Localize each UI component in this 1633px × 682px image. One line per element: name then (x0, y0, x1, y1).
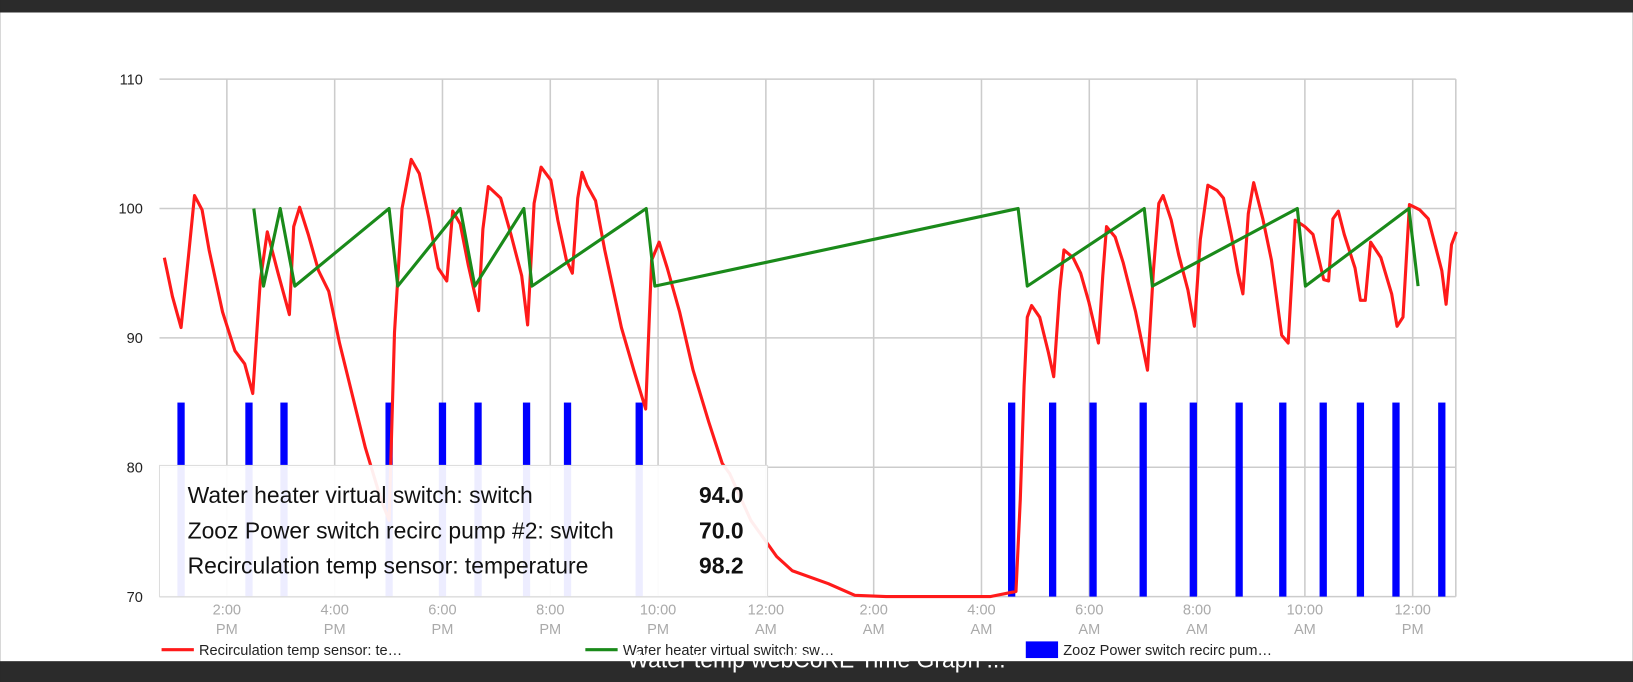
x-tick-label: 10:00 PM (640, 602, 676, 638)
x-tick-label: 8:00 PM (536, 602, 564, 638)
y-tick-label: 80 (127, 460, 143, 476)
legend-label: Water heater virtual switch: sw… (623, 643, 834, 659)
tooltip-value: 98.2 (699, 553, 744, 579)
bar (1356, 402, 1365, 597)
legend-label: Zooz Power switch recirc pum… (1063, 643, 1272, 659)
legend-swatch (1025, 641, 1059, 659)
tooltip-label: Recirculation temp sensor: temperature (188, 553, 589, 579)
tooltip-box (158, 464, 769, 598)
bar (1392, 402, 1400, 597)
bar (1319, 402, 1327, 597)
bar (1235, 402, 1243, 597)
line (162, 157, 1458, 599)
legend-label: Recirculation temp sensor: te… (199, 643, 402, 659)
x-tick-label: 12:00 AM (748, 602, 784, 638)
menu-icon[interactable] (1617, 24, 1624, 53)
line (252, 206, 1420, 288)
x-tick-label: 4:00 AM (967, 602, 995, 638)
tooltip-value: 70.0 (699, 517, 744, 543)
x-tick-label: 4:00 PM (320, 602, 348, 638)
x-tick-label: 6:00 PM (428, 602, 456, 638)
x-tick-label: 10:00 AM (1287, 602, 1323, 638)
tooltip-label: Zooz Power switch recirc pump #2: switch (188, 517, 614, 543)
bar (1048, 402, 1057, 597)
footer-title: Water temp webCoRE Time Graph ... (627, 646, 1005, 672)
x-tick-label: 8:00 AM (1183, 602, 1211, 638)
x-tick-label: 12:00 PM (1394, 602, 1430, 638)
bar (1089, 402, 1097, 597)
tooltip-value: 94.0 (699, 482, 744, 508)
x-tick-label: 2:00 AM (860, 602, 888, 638)
bar (1189, 402, 1197, 597)
x-tick-label: 6:00 AM (1075, 602, 1103, 638)
bar (1438, 402, 1446, 597)
tooltip-label: Water heater virtual switch: switch (188, 482, 533, 508)
y-tick-label: 70 (127, 590, 143, 606)
bar (1139, 402, 1147, 597)
bar (1279, 402, 1287, 597)
y-tick-label: 100 (119, 202, 143, 218)
y-tick-label: 110 (120, 72, 143, 88)
x-tick-label: 2:00 PM (213, 602, 241, 638)
tooltip: Water heater virtual switch: switch 94.0 Z… (158, 464, 769, 598)
bar (1008, 402, 1016, 597)
y-tick-label: 90 (127, 331, 143, 347)
